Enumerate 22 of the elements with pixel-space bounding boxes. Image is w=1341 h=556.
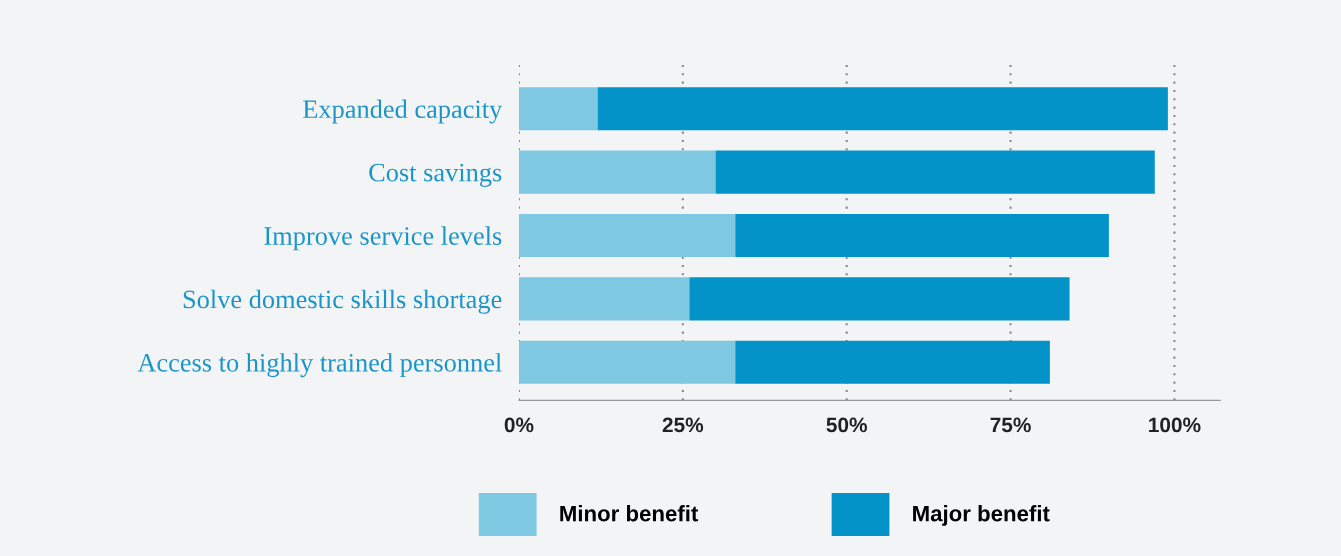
- x-tick-label: 75%: [990, 417, 1031, 433]
- bar: [518, 87, 598, 131]
- bar: [518, 277, 690, 321]
- bar: [597, 87, 1168, 131]
- y-tick-label: Expanded capacity: [303, 99, 503, 124]
- bar: [715, 150, 1155, 194]
- y-tick-label: Solve domestic skills shortage: [183, 289, 502, 314]
- bar: [518, 213, 736, 258]
- bar: [689, 277, 1070, 321]
- bar: [735, 213, 1109, 258]
- y-tick-label: Improve service levels: [264, 226, 502, 251]
- legend-label: Major benefit: [913, 505, 1050, 526]
- x-tick-label: 50%: [826, 417, 867, 433]
- bar: [735, 340, 1050, 384]
- x-tick-label: 25%: [662, 417, 704, 433]
- x-tick-label: 0%: [504, 417, 534, 433]
- legend-label: Minor benefit: [560, 505, 699, 522]
- bar: [518, 340, 736, 384]
- y-tick-label: Cost savings: [369, 163, 502, 187]
- x-tick-label: 100%: [1149, 417, 1201, 433]
- y-tick-label: Access to highly trained personnel: [137, 353, 502, 378]
- bar: [518, 150, 716, 194]
